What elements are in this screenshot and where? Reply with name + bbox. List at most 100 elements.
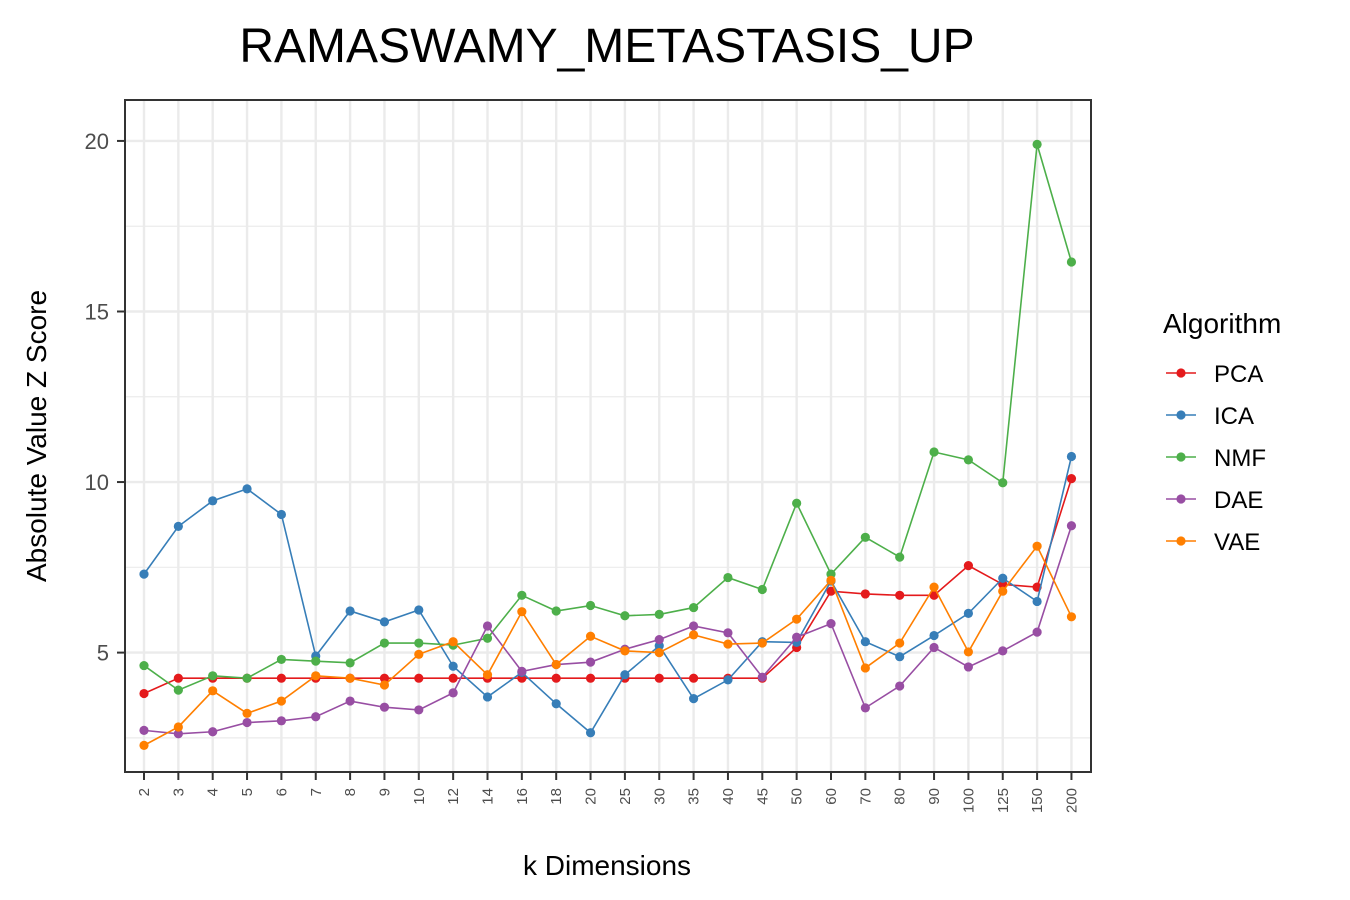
data-point-dae-45 bbox=[757, 672, 767, 682]
data-point-nmf-70 bbox=[860, 532, 870, 542]
data-point-ica-125 bbox=[998, 573, 1008, 583]
data-point-vae-9 bbox=[379, 680, 390, 690]
y-tick-label-5: 5 bbox=[97, 641, 109, 666]
data-point-vae-16 bbox=[517, 607, 527, 617]
series-line-ica bbox=[143, 456, 1073, 734]
data-point-vae-10 bbox=[414, 649, 424, 659]
legend-items: PCA ICA NMF DAE VAE bbox=[1166, 361, 1266, 556]
data-point-dae-200 bbox=[1066, 521, 1077, 531]
series-dae bbox=[139, 521, 1077, 739]
data-point-ica-9 bbox=[379, 617, 390, 627]
data-point-pca-35 bbox=[689, 673, 699, 683]
legend-item-ica: ICA bbox=[1166, 403, 1254, 430]
data-point-nmf-5 bbox=[242, 673, 252, 683]
data-point-vae-80 bbox=[895, 638, 905, 648]
legend-key-point-pca bbox=[1176, 368, 1186, 378]
x-tick-label-80: 80 bbox=[892, 788, 909, 805]
data-point-pca-9 bbox=[379, 673, 390, 683]
x-tick-label-40: 40 bbox=[720, 788, 737, 805]
data-point-vae-40 bbox=[723, 639, 733, 649]
data-point-vae-125 bbox=[998, 586, 1008, 596]
legend-item-pca: PCA bbox=[1166, 361, 1263, 388]
data-point-ica-5 bbox=[242, 484, 252, 494]
y-tick-label-10: 10 bbox=[85, 470, 109, 495]
data-point-pca-18 bbox=[551, 673, 561, 683]
data-point-dae-9 bbox=[379, 702, 390, 712]
data-point-pca-2 bbox=[139, 688, 149, 699]
data-point-dae-125 bbox=[998, 646, 1008, 656]
data-point-nmf-90 bbox=[929, 447, 939, 457]
y-axis-title: Absolute Value Z Score bbox=[21, 290, 52, 582]
data-point-vae-3 bbox=[173, 722, 183, 732]
data-point-nmf-18 bbox=[551, 606, 561, 616]
legend-label-nmf: NMF bbox=[1214, 445, 1266, 472]
x-tick-label-6: 6 bbox=[273, 788, 290, 796]
data-point-nmf-6 bbox=[276, 654, 286, 665]
data-point-dae-5 bbox=[242, 717, 252, 728]
data-point-pca-60 bbox=[826, 586, 836, 596]
data-point-vae-6 bbox=[276, 696, 286, 706]
data-point-dae-4 bbox=[208, 727, 218, 737]
data-point-dae-50 bbox=[792, 632, 802, 642]
x-tick-label-8: 8 bbox=[342, 788, 359, 796]
data-point-nmf-20 bbox=[585, 600, 596, 611]
data-point-vae-14 bbox=[482, 670, 493, 680]
data-point-nmf-150 bbox=[1032, 139, 1042, 149]
series-line-pca bbox=[143, 478, 1073, 695]
legend-key-point-dae bbox=[1176, 494, 1186, 504]
series-line-dae bbox=[143, 525, 1073, 735]
legend-item-dae: DAE bbox=[1166, 487, 1263, 514]
data-point-vae-150 bbox=[1032, 541, 1042, 551]
data-point-ica-150 bbox=[1032, 596, 1042, 607]
x-tick-label-30: 30 bbox=[651, 788, 668, 805]
data-point-vae-4 bbox=[208, 686, 218, 696]
data-point-vae-30 bbox=[654, 648, 664, 658]
x-tick-label-100: 100 bbox=[960, 788, 977, 813]
x-tick-label-7: 7 bbox=[308, 788, 325, 796]
data-point-vae-20 bbox=[585, 631, 596, 641]
data-point-nmf-16 bbox=[517, 590, 527, 600]
data-point-pca-30 bbox=[654, 673, 664, 683]
x-tick-label-2: 2 bbox=[136, 788, 153, 796]
data-point-pca-100 bbox=[963, 561, 974, 571]
data-point-dae-35 bbox=[689, 621, 699, 631]
data-point-nmf-3 bbox=[173, 685, 183, 695]
data-point-pca-12 bbox=[448, 673, 458, 683]
x-tick-label-16: 16 bbox=[514, 788, 531, 805]
data-point-vae-45 bbox=[757, 638, 767, 648]
data-point-pca-20 bbox=[585, 673, 596, 683]
data-point-ica-35 bbox=[689, 694, 699, 704]
data-point-pca-6 bbox=[276, 673, 286, 683]
data-point-vae-25 bbox=[620, 646, 630, 656]
x-tick-label-200: 200 bbox=[1063, 788, 1080, 813]
data-point-nmf-7 bbox=[311, 656, 321, 666]
data-point-ica-10 bbox=[414, 605, 424, 615]
data-point-pca-70 bbox=[860, 589, 870, 599]
data-point-pca-10 bbox=[414, 673, 424, 683]
legend-key-point-ica bbox=[1176, 410, 1186, 420]
series-line-vae bbox=[143, 544, 1073, 747]
y-tick-label-20: 20 bbox=[85, 129, 109, 154]
x-tick-label-9: 9 bbox=[376, 788, 393, 796]
legend-key-point-vae bbox=[1176, 536, 1186, 546]
legend-label-pca: PCA bbox=[1214, 361, 1263, 388]
series-nmf bbox=[139, 139, 1077, 695]
data-point-nmf-4 bbox=[208, 671, 218, 681]
data-point-nmf-8 bbox=[345, 658, 355, 668]
x-tick-label-45: 45 bbox=[754, 788, 771, 805]
x-tick-label-150: 150 bbox=[1029, 788, 1046, 813]
data-point-dae-2 bbox=[139, 725, 149, 735]
data-point-ica-4 bbox=[208, 496, 218, 506]
data-point-nmf-35 bbox=[689, 602, 699, 613]
data-point-vae-18 bbox=[551, 659, 561, 670]
legend-key-point-nmf bbox=[1176, 452, 1186, 462]
data-point-vae-5 bbox=[242, 708, 252, 718]
x-tick-label-25: 25 bbox=[617, 788, 634, 805]
data-point-ica-40 bbox=[723, 675, 733, 685]
data-point-dae-40 bbox=[723, 628, 733, 638]
data-point-dae-100 bbox=[963, 662, 974, 672]
data-point-pca-200 bbox=[1066, 474, 1077, 484]
